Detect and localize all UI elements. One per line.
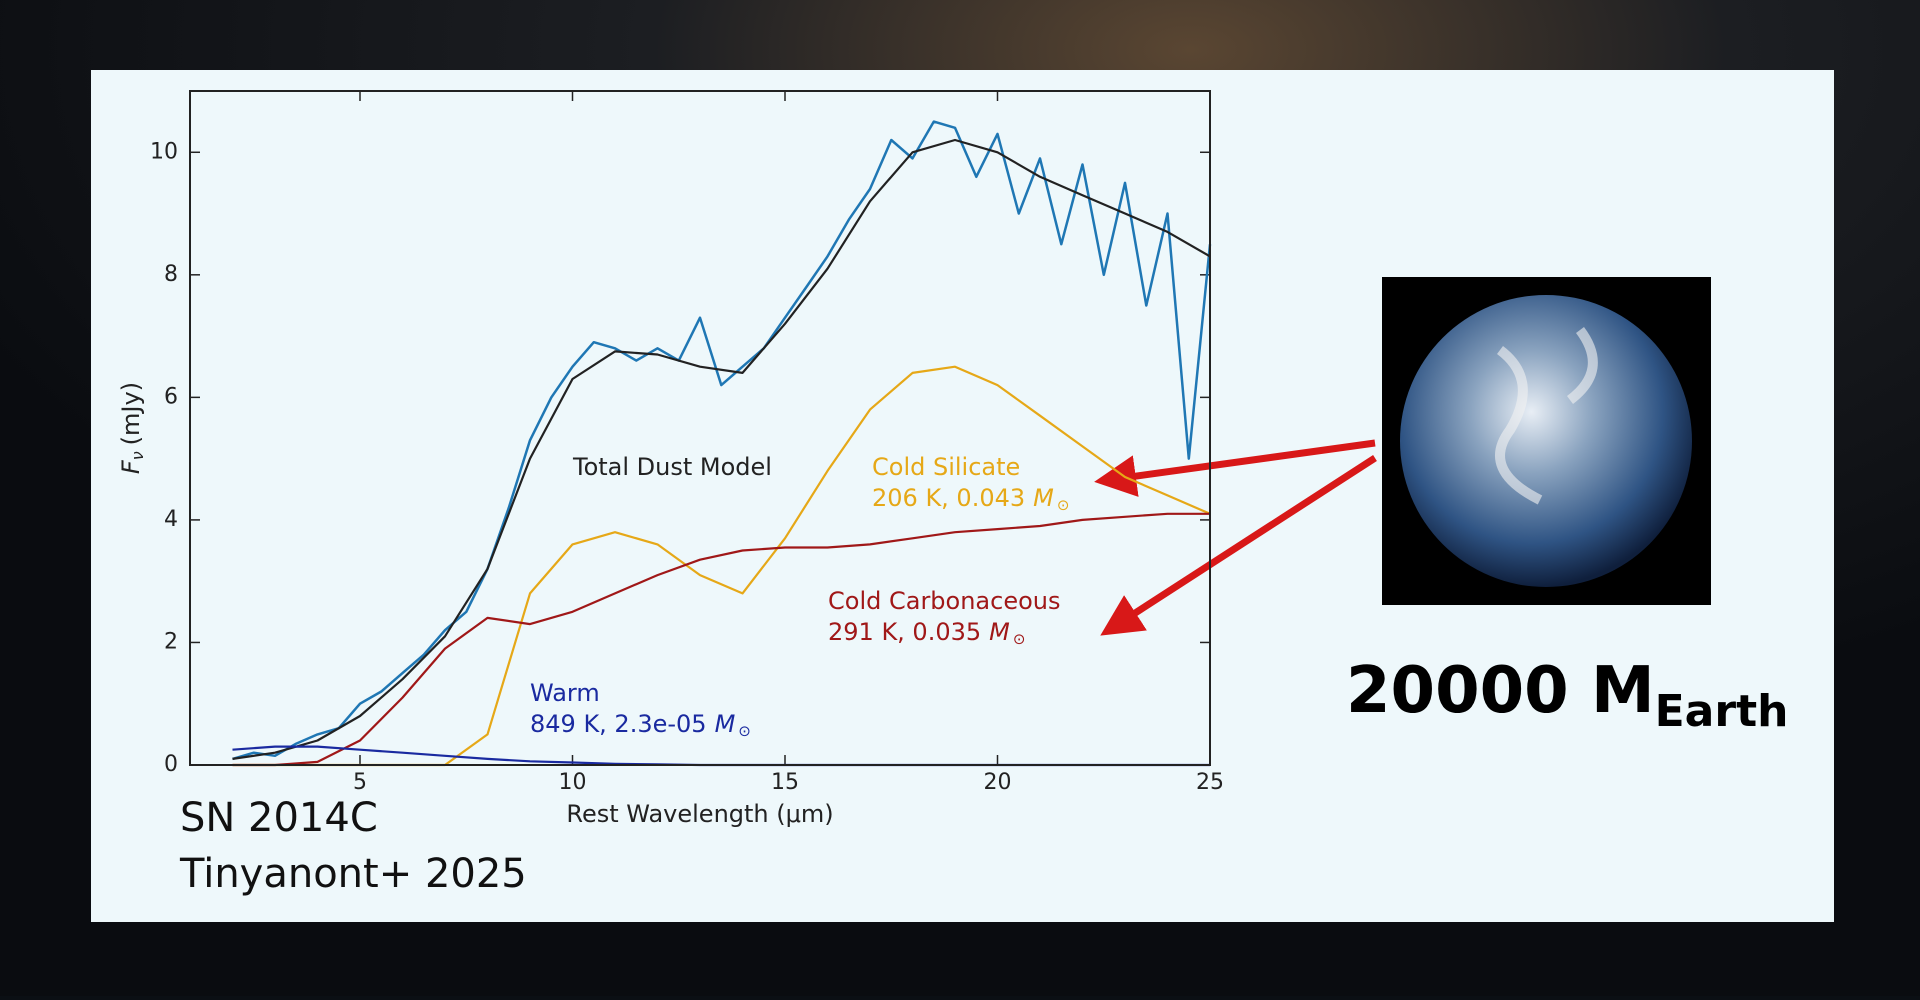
mass-unit: M — [1033, 484, 1054, 512]
x-tick-label: 15 — [771, 770, 799, 795]
y-tick-label: 8 — [164, 262, 178, 287]
x-axis-label: Rest Wavelength (μm) — [566, 800, 833, 828]
x-tick-label: 10 — [559, 770, 587, 795]
detail-text: 291 K, 0.035 — [828, 618, 981, 646]
mass-sub: ⊙ — [738, 722, 751, 740]
y-tick-label: 10 — [150, 139, 178, 164]
series-detail: 849 K, 2.3e-05 M ⊙ — [530, 710, 751, 740]
credit: Tinyanont+ 2025 — [179, 851, 527, 897]
y-label-sub: ν — [128, 451, 147, 460]
detail-text: 206 K, 0.043 — [872, 484, 1025, 512]
series-line — [232, 138, 1211, 760]
series-line — [232, 120, 1212, 761]
earth-image — [1400, 295, 1692, 587]
mass-sub: ⊙ — [1057, 496, 1070, 514]
detail-text: 849 K, 2.3e-05 — [530, 710, 707, 738]
series-label: Total Dust Model — [572, 453, 772, 481]
series-label: Warm — [530, 679, 600, 707]
y-tick-label: 4 — [164, 507, 178, 532]
y-axis-label: Fν (mJy) — [117, 382, 147, 474]
mass-comparison: 20000 MEarth — [1346, 654, 1788, 737]
earth-clouds — [1495, 327, 1598, 505]
y-label-symbol: F — [117, 459, 145, 474]
mass-unit: M — [715, 710, 736, 738]
mass-unit: M — [989, 618, 1010, 646]
credit: SN 2014C — [180, 795, 378, 841]
series-label: Cold Carbonaceous — [828, 587, 1061, 615]
y-tick-label: 0 — [164, 752, 178, 777]
y-tick-label: 2 — [164, 629, 178, 654]
x-tick-label: 20 — [984, 770, 1012, 795]
x-tick-label: 25 — [1196, 770, 1224, 795]
plot-frame — [189, 90, 1211, 766]
y-tick-label: 6 — [164, 384, 178, 409]
series-detail: 206 K, 0.043 M ⊙ — [872, 484, 1069, 514]
arrow — [1094, 439, 1376, 497]
mass-sub: ⊙ — [1013, 630, 1026, 648]
mass-sub: Earth — [1655, 686, 1789, 737]
arrow — [1100, 455, 1377, 636]
series-label: Cold Silicate — [872, 453, 1020, 481]
mass-main: 20000 M — [1346, 654, 1655, 728]
y-label-unit: (mJy) — [117, 382, 145, 445]
series-line — [232, 512, 1210, 767]
plot: 5 10 15 20 25 0 2 4 6 8 10 Rest Wavelength (μm) Fν (m… — [117, 90, 1224, 828]
x-tick-label: 5 — [353, 770, 367, 795]
series-detail: 291 K, 0.035 M ⊙ — [828, 618, 1025, 648]
